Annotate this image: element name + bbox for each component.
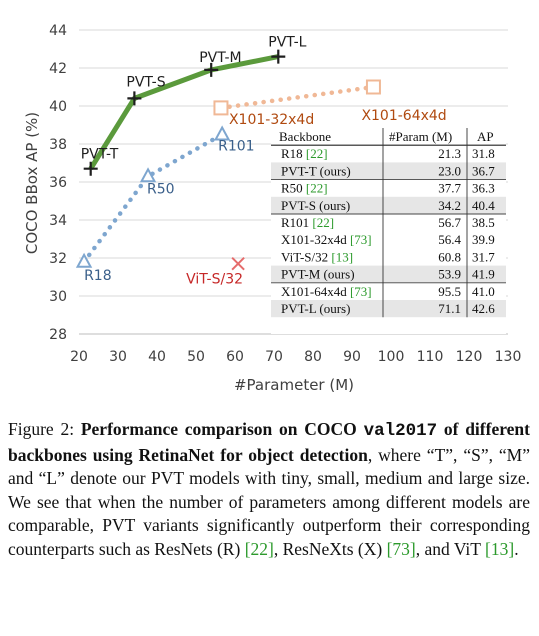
data-point [213,125,231,141]
data-point [231,256,245,271]
data-point [83,161,98,176]
data-label: R101 [218,139,254,155]
table-cell: 23.0 [438,163,461,178]
table-cell: PVT-M (ours) [281,267,355,282]
data-point [204,62,219,77]
data-label: R50 [147,181,175,197]
data-label: X101-32x4d [229,112,314,128]
citation-link[interactable]: [73] [386,538,416,559]
data-label: PVT-S [126,74,165,90]
table-cell: 36.7 [472,163,495,178]
table-cell: 36.3 [472,181,495,196]
y-tick-label: 34 [49,213,67,229]
table-cell: PVT-L (ours) [281,301,350,316]
caption-prefix: Figure 2: [8,419,81,439]
data-point [127,91,142,106]
caption-body-3: , and ViT [415,538,486,559]
table-cell: 31.8 [472,146,495,161]
data-label: X101-64x4d [361,108,446,124]
x-tick-label: 100 [378,349,405,365]
table-cell: PVT-S (ours) [281,198,350,213]
y-tick-label: 36 [49,175,67,191]
series-line-pvt [88,54,279,171]
table-row-shade [271,265,506,283]
table-cell: 31.7 [472,249,495,264]
table-header: #Param (M) [389,129,452,144]
citation-link[interactable]: [22] [244,538,274,559]
table-cell: 21.3 [438,146,461,161]
table-cell: 56.7 [438,215,461,230]
data-label: R18 [84,268,112,284]
table-row-shade [271,300,506,318]
table-cell: 71.1 [438,301,461,316]
x-tick-label: 70 [265,349,283,365]
data-point [365,79,381,95]
table-cell: 41.9 [472,267,495,282]
table-cell: 38.5 [472,215,495,230]
y-tick-label: 40 [49,99,67,115]
data-point [213,100,229,116]
x-tick-label: 110 [417,349,444,365]
citation-link[interactable]: [13] [485,538,515,559]
table-cell: R50 [22] [281,181,328,196]
y-tick-label: 42 [49,61,67,77]
data-point [271,49,286,64]
x-tick-label: 90 [343,349,361,365]
x-tick-label: 120 [456,349,483,365]
y-tick-label: 32 [49,251,67,267]
axes: 28 30 32 34 36 38 40 42 44 20 30 40 50 60 70 80 90 100 110… [49,23,521,365]
series-line-r [81,132,225,265]
figure-caption: Figure 2: Performance comparison on COCO… [8,418,530,561]
data-label: PVT-L [268,35,306,51]
chart: 28 30 32 34 36 38 40 42 44 20 30 40 50 60 70 80 90 100 110… [23,23,521,394]
table-cell: 60.8 [438,249,461,264]
x-tick-label: 30 [109,349,127,365]
series-line-x [218,84,376,111]
table-cell: 53.9 [438,267,461,282]
table-row-shade [271,162,506,180]
y-tick-label: 28 [49,327,67,343]
caption-bold-mono: val2017 [363,421,438,441]
data-label: ViT-S/32 [186,272,243,288]
data-series: PVT-T PVT-S PVT-M PVT-L R18 R50 R101 X101-32x4d… [75,35,447,288]
table-cell: ViT-S/32 [13] [281,249,353,264]
y-tick-label: 44 [49,23,67,39]
y-tick-label: 30 [49,289,67,305]
y-axis-title: COCO BBox AP (%) [23,112,41,254]
table-cell: R18 [22] [281,146,328,161]
data-label: PVT-M [199,50,241,66]
x-tick-label: 60 [226,349,244,365]
caption-body-4: . [514,538,519,559]
table-cell: X101-32x4d [73] [281,232,372,247]
table-cell: R101 [22] [281,215,334,230]
table-cell: X101-64x4d [73] [281,284,372,299]
caption-bold-1: Performance comparison on COCO [80,419,364,439]
table-cell: 42.6 [472,301,495,316]
data-label: PVT-T [81,147,119,163]
caption-bold-2: of different backbones using RetinaNet f… [8,419,530,465]
table-cell: 34.2 [438,198,461,213]
y-tick-label: 38 [49,137,67,153]
table-cell: 37.7 [438,181,461,196]
x-tick-label: 130 [495,349,522,365]
data-point [75,252,93,268]
caption-body-1: , where “T”, “S”, “M” and “L” denote our… [8,444,530,559]
table-cell: 40.4 [472,198,495,213]
param-ap-table: Backbone #Param (M) AP R18 [22] 21.3 31.8 PVT-… [271,128,506,334]
table-cell: 41.0 [472,284,495,299]
x-tick-label: 20 [70,349,88,365]
caption-body-2: , ResNeXts (X) [273,538,387,559]
x-tick-label: 50 [187,349,205,365]
table-cell: PVT-T (ours) [281,163,351,178]
table-header: AP [477,129,494,144]
data-point [139,167,157,183]
x-tick-label: 80 [304,349,322,365]
x-tick-label: 40 [148,349,166,365]
table-cell: 95.5 [438,284,461,299]
table-header: Backbone [279,129,331,144]
table-cell: 56.4 [438,232,461,247]
table-cell: 39.9 [472,232,495,247]
table-row-shade [271,196,506,214]
x-axis-title: #Parameter (M) [234,376,354,394]
